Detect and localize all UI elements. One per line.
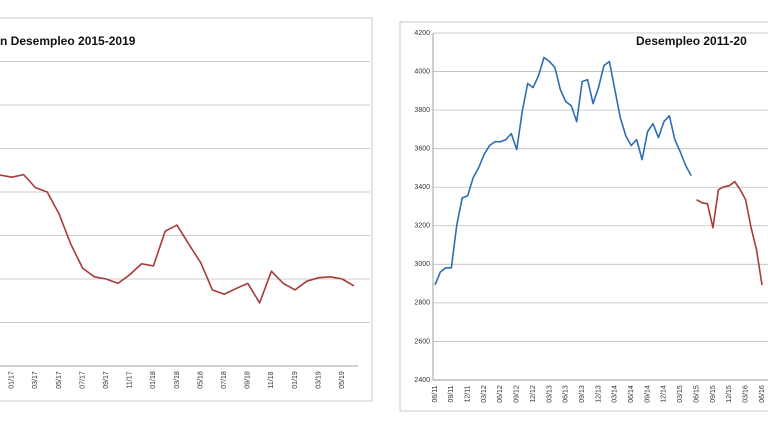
x-tick-label: 05/18	[197, 371, 204, 389]
series-line	[434, 56, 692, 286]
x-tick-label: 12/12	[530, 385, 537, 403]
x-tick-label: 06/12	[497, 385, 504, 403]
x-tick-label: 07/17	[79, 371, 86, 389]
series-line	[696, 180, 763, 286]
x-tick-label: 05/17	[56, 371, 63, 389]
y-tick-label: 3200	[414, 223, 430, 230]
y-tick-label: 3800	[414, 107, 430, 114]
x-tick-label: 11/17	[127, 371, 134, 388]
chart-title: Desempleo 2011-20	[636, 34, 747, 48]
x-tick-label: 01/19	[292, 371, 299, 389]
x-tick-label: 01/18	[150, 371, 157, 389]
x-tick-label: 03/17	[32, 371, 39, 389]
x-tick-label: 12/15	[726, 385, 733, 403]
x-tick-label: 06/11	[432, 385, 439, 402]
x-tick-label: 03/18	[174, 371, 181, 389]
y-tick-label: 2800	[414, 300, 430, 307]
left-panel	[0, 17, 373, 402]
y-tick-label: 3600	[414, 146, 430, 153]
x-tick-label: 06/13	[563, 385, 570, 403]
x-tick-label: 06/16	[759, 385, 766, 403]
x-tick-label: 07/18	[221, 371, 228, 389]
x-tick-label: 09/18	[245, 371, 252, 389]
y-tick-label: 3000	[414, 261, 430, 268]
x-tick-label: 05/19	[339, 371, 346, 389]
x-tick-label: 06/14	[628, 385, 635, 403]
x-tick-label: 09/11	[448, 385, 455, 402]
x-tick-label: 06/15	[693, 385, 700, 403]
x-tick-label: 03/12	[481, 385, 488, 403]
x-tick-label: 12/11	[465, 385, 472, 402]
x-tick-label: 12/14	[661, 385, 668, 403]
y-tick-label: 3400	[414, 184, 430, 191]
x-tick-label: 12/13	[595, 385, 602, 403]
y-tick-label: 4200	[414, 30, 430, 37]
x-tick-label: 09/12	[514, 385, 521, 403]
y-tick-label: 4000	[414, 68, 430, 75]
chart-title: n Desempleo 2015-2019	[0, 34, 136, 48]
x-tick-label: 09/14	[644, 385, 651, 403]
right-panel	[399, 21, 768, 412]
x-tick-label: 03/19	[315, 371, 322, 389]
series-line	[0, 173, 355, 304]
x-tick-label: 03/14	[612, 385, 619, 403]
x-tick-label: 09/15	[710, 385, 717, 403]
y-tick-label: 2600	[414, 338, 430, 345]
x-tick-label: 11/18	[268, 371, 275, 388]
x-tick-label: 01/17	[9, 371, 16, 389]
x-tick-label: 03/16	[742, 385, 749, 403]
x-tick-label: 09/17	[103, 371, 110, 389]
y-tick-label: 2400	[414, 377, 430, 384]
x-tick-label: 09/13	[579, 385, 586, 403]
x-tick-label: 03/15	[677, 385, 684, 403]
x-tick-label: 03/13	[546, 385, 553, 403]
